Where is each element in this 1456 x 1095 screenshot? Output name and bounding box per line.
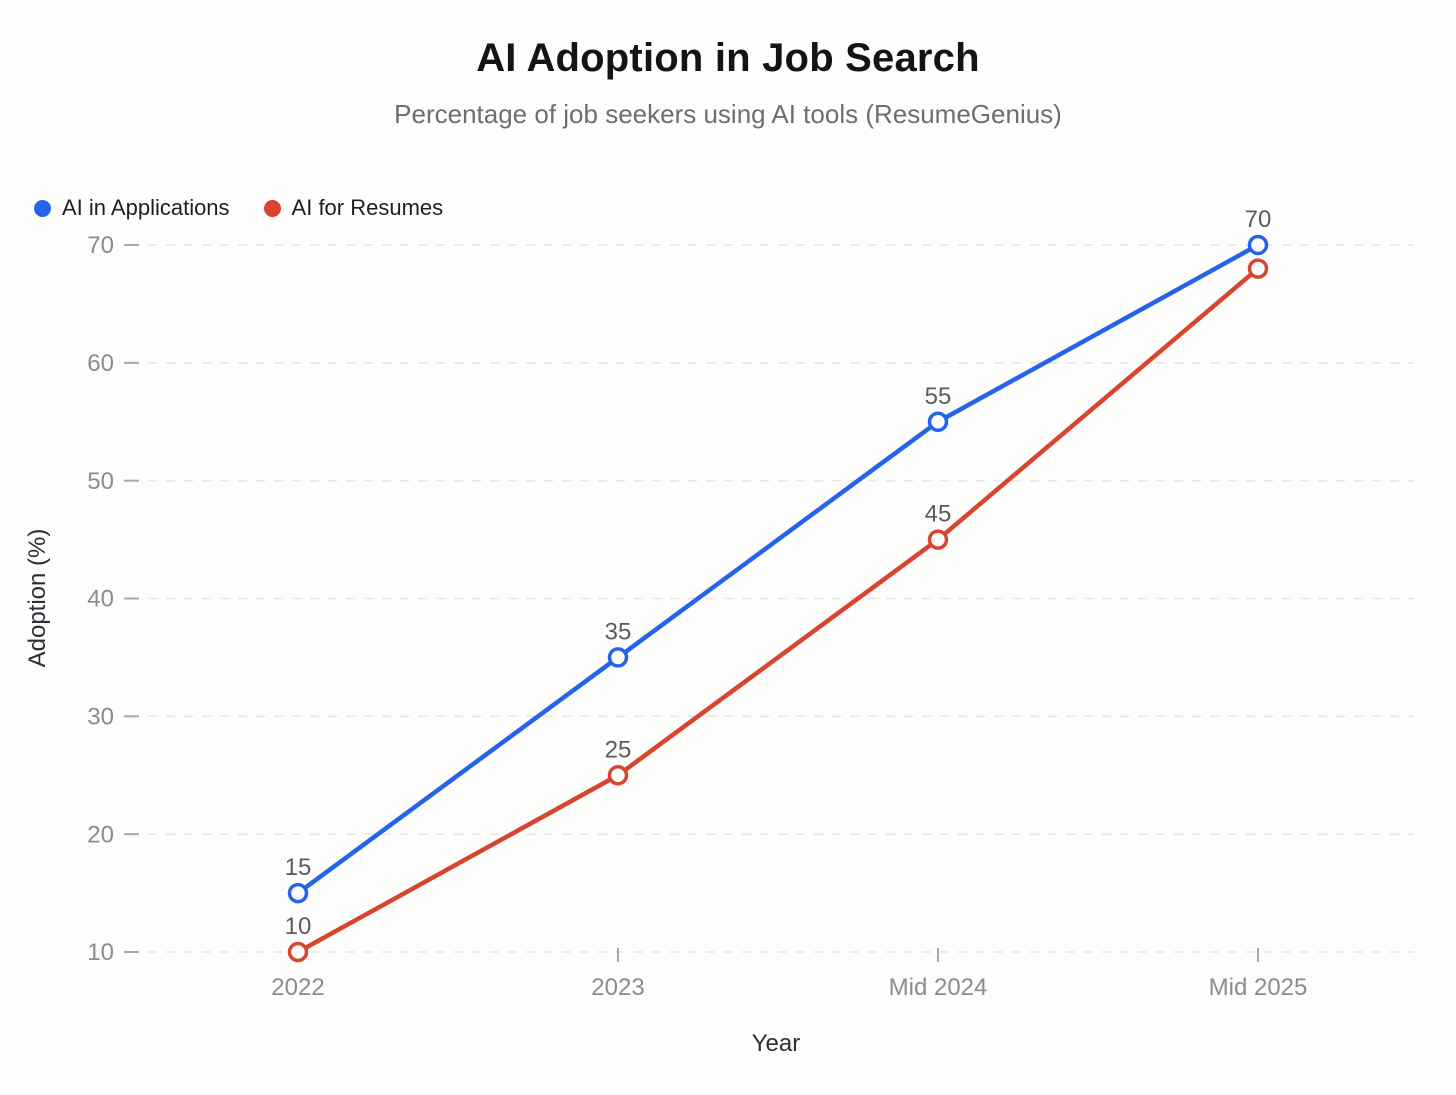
data-point-label: 15 <box>285 854 312 881</box>
x-axis-title: Year <box>751 1030 801 1057</box>
y-tick-label: 40 <box>87 586 114 613</box>
data-point-label: 70 <box>1245 206 1272 233</box>
x-tick-label: 2022 <box>271 974 324 1001</box>
y-axis-title: Adoption (%) <box>24 528 51 668</box>
data-point-label: 25 <box>605 736 632 763</box>
y-tick-label: 60 <box>87 350 114 377</box>
data-point-marker <box>287 882 309 904</box>
legend-dot-icon <box>263 199 281 217</box>
legend-item-ai-in-applications: AI in Applications <box>34 195 230 221</box>
legend-label: AI for Resumes <box>291 195 444 220</box>
series-line <box>295 242 1261 896</box>
data-point-label: 55 <box>925 383 952 410</box>
legend-item-ai-for-resumes: AI for Resumes <box>263 195 444 221</box>
y-tick-label: 20 <box>87 821 114 848</box>
data-point-marker <box>607 647 629 668</box>
chart-subtitle: Percentage of job seekers using AI tools… <box>394 99 1062 129</box>
data-point-label: 10 <box>285 913 312 940</box>
legend-dot-icon <box>34 199 51 217</box>
y-tick-label: 30 <box>87 703 114 730</box>
x-tick-label: 2023 <box>591 974 644 1001</box>
series-line <box>295 266 1261 955</box>
data-point-marker <box>927 411 949 432</box>
y-tick-label: 70 <box>87 232 114 259</box>
x-tick-label: Mid 2025 <box>1209 974 1308 1001</box>
y-tick-label: 50 <box>87 468 114 495</box>
data-point-marker <box>287 941 309 963</box>
data-point-marker <box>607 765 629 786</box>
chart-title: AI Adoption in Job Search <box>476 36 980 80</box>
data-point-label: 45 <box>925 501 952 528</box>
legend: AI in Applications AI for Resumes <box>34 195 443 221</box>
data-point-label: 35 <box>605 618 632 645</box>
legend-label: AI in Applications <box>62 195 230 220</box>
y-tick-label: 10 <box>87 939 114 966</box>
x-tick-label: Mid 2024 <box>889 974 988 1001</box>
data-point-marker <box>1247 258 1269 279</box>
data-point-marker <box>927 529 949 550</box>
data-point-marker <box>1247 234 1269 256</box>
